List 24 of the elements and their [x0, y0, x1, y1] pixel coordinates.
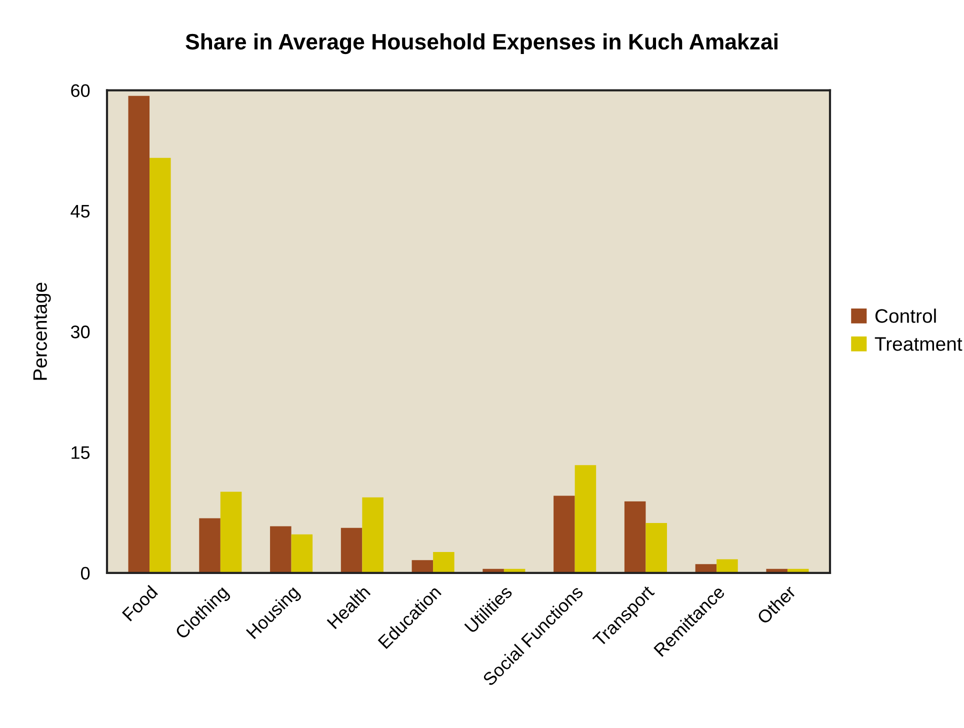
bar: [199, 518, 220, 573]
bar: [128, 96, 150, 573]
bar: [574, 465, 596, 573]
bar: [362, 497, 384, 573]
bar: [291, 534, 313, 573]
bar: [340, 528, 362, 573]
legend-label: Treatment: [874, 337, 962, 351]
bar: [433, 552, 454, 573]
bar: [624, 501, 646, 573]
bar: [554, 496, 575, 573]
bar: [270, 526, 292, 573]
y-tick-label: 15: [72, 446, 90, 459]
y-tick-label: 30: [70, 326, 90, 338]
y-tick-label: 45: [70, 205, 90, 218]
bar: [412, 560, 434, 573]
bar: [150, 158, 171, 573]
chart-title: Share in Average Household Expenses in Kuch Amakzai: [186, 33, 778, 54]
legend-label: Control: [875, 308, 936, 323]
bar: [646, 523, 667, 573]
y-tick-label: 60: [71, 84, 90, 97]
bar: [716, 559, 738, 573]
y-tick-label: 0: [81, 566, 90, 580]
bar: [220, 492, 242, 573]
y-axis-title: Percentage: [33, 282, 51, 380]
